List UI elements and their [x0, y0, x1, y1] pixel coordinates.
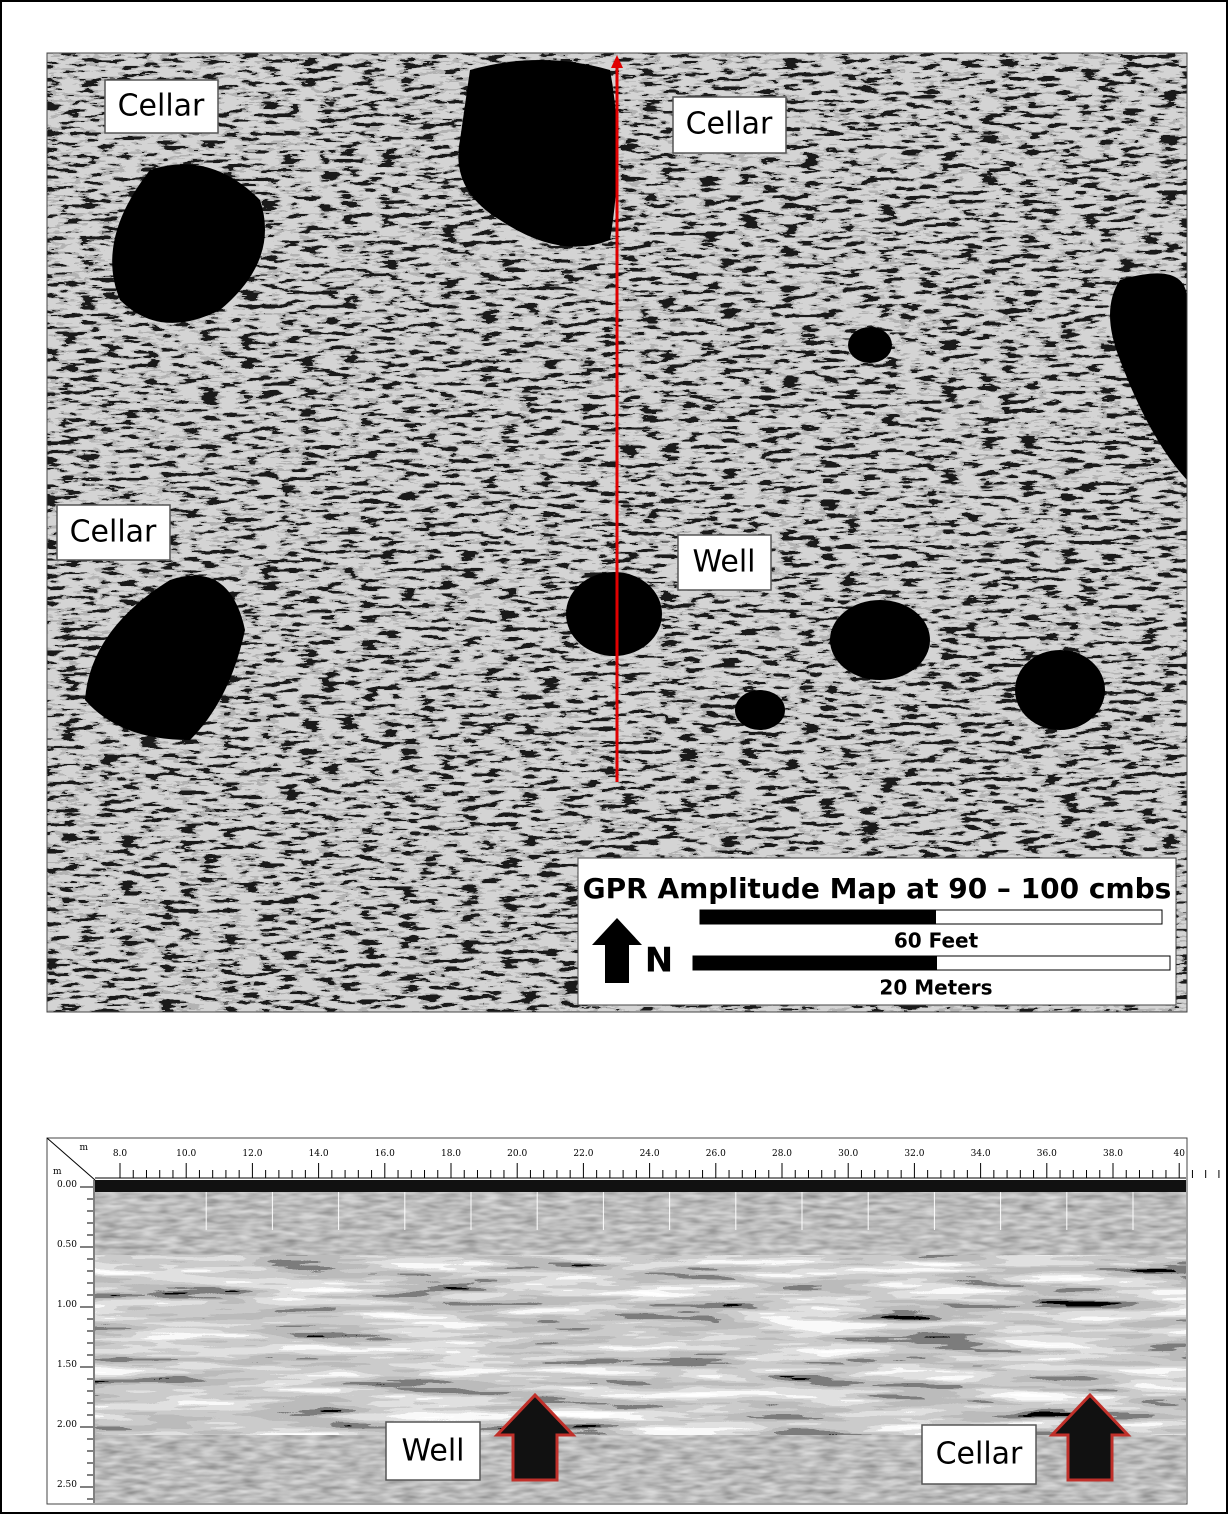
map-label: Cellar: [118, 89, 205, 124]
x-tick-label: 36.0: [1037, 1149, 1057, 1159]
y-tick-label: 0.50: [57, 1240, 77, 1250]
legend: GPR Amplitude Map at 90 – 100 cmbs N 60 …: [578, 858, 1176, 1005]
radargram-reflections: [95, 1255, 1186, 1435]
map-label: Well: [692, 545, 755, 580]
map-label: Cellar: [686, 107, 773, 142]
x-tick-label: 38.0: [1103, 1149, 1123, 1159]
y-unit: m: [53, 1167, 62, 1177]
radargram: m m Well Cellar 8.0 10.0 12.0 14.0 16.0 18.0 2…: [47, 1138, 1228, 1504]
radargram-label: Well: [401, 1434, 464, 1469]
radargram-label: Cellar: [936, 1437, 1023, 1472]
north-label: N: [645, 941, 673, 981]
x-tick-label: 12.0: [242, 1149, 262, 1159]
x-tick-label: 20.0: [507, 1149, 527, 1159]
amplitude-map: Cellar Cellar Cellar Well GPR Amplitude …: [47, 53, 1187, 1012]
figure: Cellar Cellar Cellar Well GPR Amplitude …: [0, 0, 1228, 1514]
map-label: Cellar: [70, 515, 157, 550]
surface-band: [95, 1180, 1186, 1192]
y-tick-label: 1.50: [57, 1360, 77, 1370]
y-tick-label: 2.00: [57, 1420, 77, 1430]
y-tick-label: 0.00: [57, 1180, 77, 1190]
x-tick-label: 16.0: [375, 1149, 395, 1159]
x-unit: m: [79, 1143, 88, 1153]
x-tick-label: 18.0: [441, 1149, 461, 1159]
x-tick-label: 14.0: [309, 1149, 329, 1159]
x-tick-label: 32.0: [904, 1149, 924, 1159]
scale-bar-fill: [700, 910, 936, 924]
x-tick-label: 10.0: [176, 1149, 196, 1159]
scale-label: 20 Meters: [879, 976, 992, 1000]
legend-title: GPR Amplitude Map at 90 – 100 cmbs: [583, 872, 1172, 905]
x-tick-label: 26.0: [706, 1149, 726, 1159]
x-tick-label: 34.0: [971, 1149, 991, 1159]
x-tick-label: 8.0: [113, 1149, 128, 1159]
scale-label: 60 Feet: [894, 929, 979, 953]
x-tick-label: 28.0: [772, 1149, 792, 1159]
y-tick-label: 1.00: [57, 1300, 77, 1310]
x-tick-label: 40: [1173, 1149, 1185, 1159]
x-tick-label: 24.0: [640, 1149, 660, 1159]
x-tick-label: 22.0: [573, 1149, 593, 1159]
scale-bar-fill: [693, 956, 937, 970]
x-tick-label: 30.0: [838, 1149, 858, 1159]
y-tick-label: 2.50: [57, 1480, 77, 1490]
page: Cellar Cellar Cellar Well GPR Amplitude …: [0, 0, 1228, 1514]
